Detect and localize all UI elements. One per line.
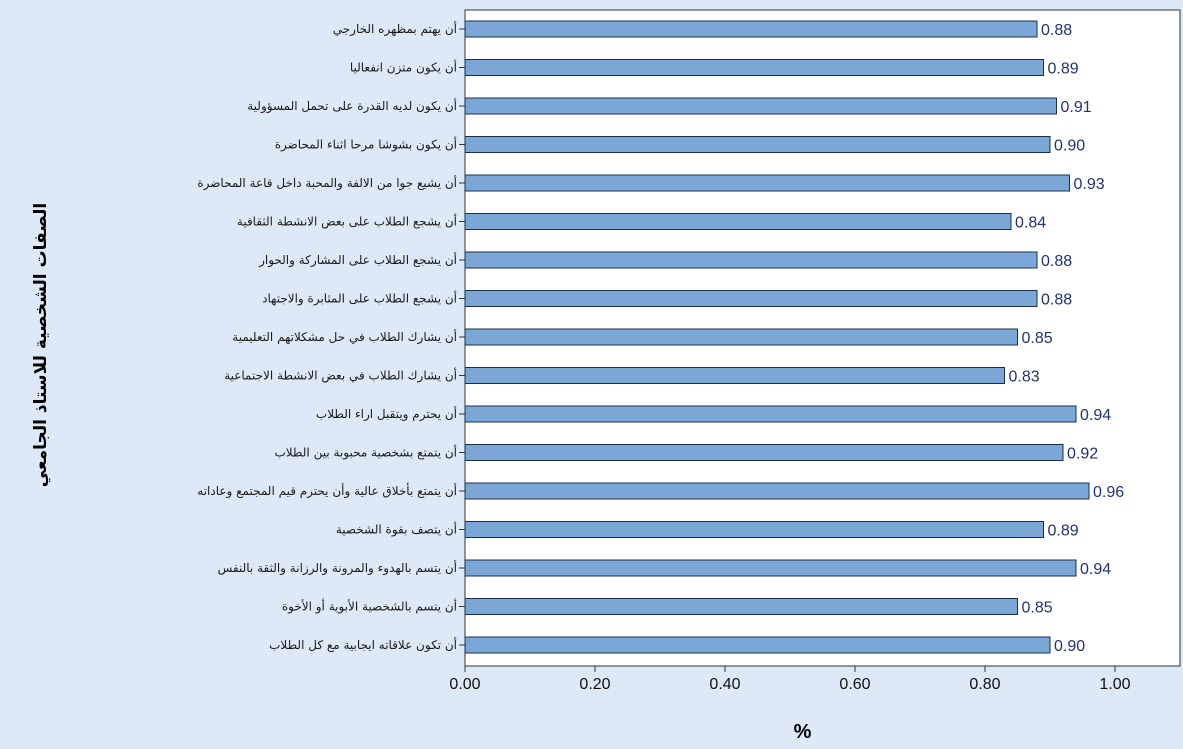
category-label: أن يشارك الطلاب في بعض الانشطة الاجتماعي… — [224, 368, 457, 384]
x-axis-title: % — [794, 721, 812, 743]
bar — [464, 97, 1057, 115]
category-label: أن يكون لديه القدرة على تحمل المسؤولية — [247, 98, 457, 114]
bar-value-label: 0.85 — [1022, 600, 1053, 617]
bar — [464, 521, 1044, 538]
bar — [464, 328, 1018, 346]
y-axis-title: الصفات الشخصية للاستاذ الجامعي — [31, 203, 51, 487]
bar — [464, 213, 1012, 230]
x-tick-label: 0.80 — [969, 676, 1000, 693]
bar — [464, 251, 1038, 269]
category-label: أن يشارك الطلاب في حل مشكلاتهم التعليمية — [232, 329, 457, 345]
category-label: أن يتمتع بأخلاق عالية وأن يحترم قيم المج… — [197, 482, 457, 499]
category-label: أن يتسم بالهدوء والمرونة والرزانة والثقة… — [218, 560, 457, 576]
bar — [464, 174, 1070, 192]
bar-value-label: 0.83 — [1009, 369, 1040, 386]
category-label: أن يكون متزن انفعاليا — [350, 60, 457, 76]
bar — [464, 405, 1077, 423]
bar-value-label: 0.85 — [1022, 330, 1053, 347]
bar-value-label: 0.94 — [1080, 561, 1111, 578]
x-tick-label: 1.00 — [1099, 676, 1130, 693]
bar-value-label: 0.96 — [1093, 484, 1124, 501]
bar-value-label: 0.88 — [1041, 22, 1072, 39]
bar — [464, 636, 1051, 654]
category-label: أن يتصف بقوة الشخصية — [336, 522, 457, 538]
bar-value-label: 0.92 — [1067, 446, 1098, 463]
bar — [464, 290, 1038, 307]
x-tick-label: 0.60 — [839, 676, 870, 693]
bar-value-label: 0.94 — [1080, 407, 1111, 424]
bar-value-label: 0.88 — [1041, 292, 1072, 309]
bar — [464, 444, 1064, 461]
category-label: أن يشجع الطلاب على المشاركة والحوار — [258, 252, 457, 268]
x-tick-label: 0.40 — [709, 676, 740, 693]
x-tick-label: 0.20 — [579, 676, 610, 693]
axes-layer: أن يهتم بمظهره الخارجي أن يكون متزن انفعا… — [197, 21, 1130, 693]
category-label: أن يحترم ويتقبل اراء الطلاب — [316, 406, 457, 422]
bar — [464, 598, 1018, 615]
bar — [464, 367, 1005, 384]
bars-layer: 0.88 0.89 0.91 0.90 0.93 0.84 0.88 0.88 0.85 0.83… — [464, 20, 1124, 655]
bar — [464, 20, 1038, 38]
bar-value-label: 0.89 — [1048, 61, 1079, 78]
bar-value-label: 0.93 — [1074, 176, 1105, 193]
category-label: أن يشجع الطلاب على المثابرة والاجتهاد — [262, 291, 457, 307]
bar — [464, 482, 1090, 500]
bar-value-label: 0.90 — [1054, 638, 1085, 655]
x-tick-label: 0.00 — [449, 676, 480, 693]
category-label: أن يشجع الطلاب على بعض الانشطة الثقافية — [237, 214, 457, 230]
bar — [464, 559, 1077, 577]
bar-value-label: 0.91 — [1061, 99, 1092, 116]
category-label: أن يكون بشوشا مرحا اثناء المحاضرة — [275, 137, 457, 153]
bar — [464, 59, 1044, 76]
category-label: أن تكون علاقاته ايجابية مع كل الطلاب — [269, 637, 457, 653]
bar-value-label: 0.89 — [1048, 523, 1079, 540]
bar-value-label: 0.90 — [1054, 138, 1085, 155]
category-label: أن يشيع جوا من الالفة والمحبة داخل قاعة … — [197, 175, 457, 191]
bar-value-label: 0.88 — [1041, 253, 1072, 270]
bar — [464, 136, 1051, 153]
category-label: أن يتمتع بشخصية محبوبة بين الطلاب — [274, 445, 457, 461]
category-label: أن يهتم بمظهره الخارجي — [333, 21, 457, 37]
category-label: أن يتسم بالشخصية الأبوية أو الأخوة — [282, 599, 457, 615]
bar-value-label: 0.84 — [1015, 215, 1046, 232]
